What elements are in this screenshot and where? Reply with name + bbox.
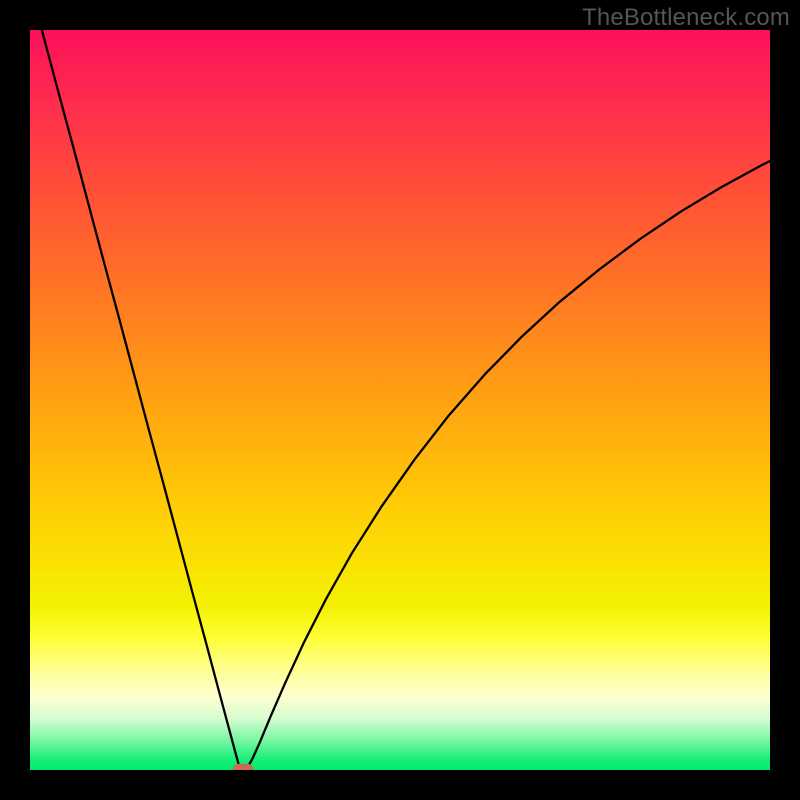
bottleneck-chart [0,0,800,800]
watermark-text: TheBottleneck.com [582,4,790,32]
chart-container: TheBottleneck.com [0,0,800,800]
